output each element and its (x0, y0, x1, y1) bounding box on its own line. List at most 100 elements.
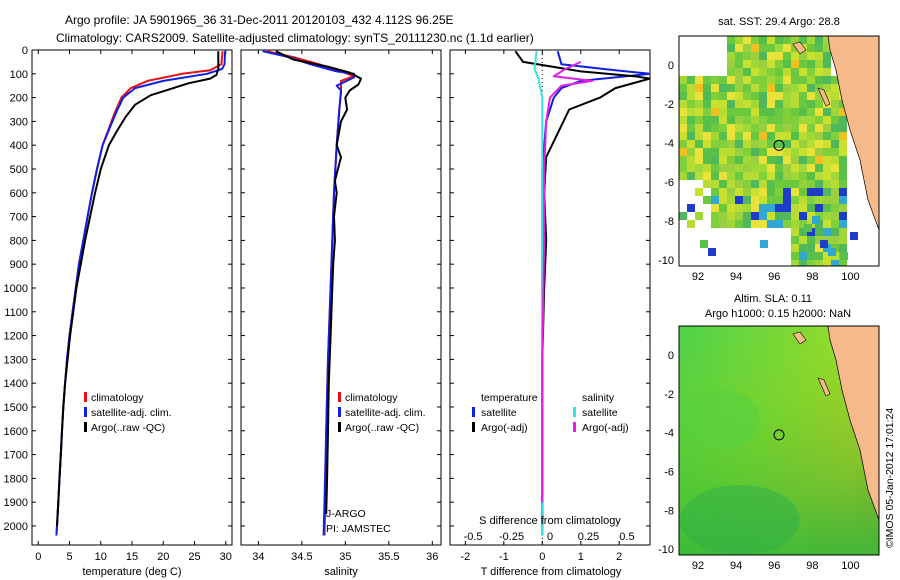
map-y-tick-label: -10 (658, 255, 674, 267)
sst-cell (743, 60, 751, 68)
sst-cell (823, 52, 831, 60)
sst-cell (735, 180, 743, 188)
sst-cell (759, 36, 767, 44)
y-tick-label: 200 (10, 93, 28, 105)
sst-cell (759, 172, 767, 180)
sst-cell (807, 252, 815, 260)
temperature-xlabel: temperature (deg C) (82, 566, 181, 578)
sst-cell (791, 68, 799, 76)
sst-cell (727, 148, 735, 156)
sst-cell (719, 220, 727, 228)
secondary-x-tick-label: -0.25 (499, 531, 524, 543)
sst-cell (711, 188, 719, 196)
sst-cell (687, 108, 695, 116)
sst-cell (727, 172, 735, 180)
y-tick-label: 1200 (4, 331, 28, 343)
x-tick-label: 35 (339, 551, 351, 563)
sst-cell (791, 76, 799, 84)
sst-cell (703, 148, 711, 156)
sst-cell (791, 100, 799, 108)
sst-cell (791, 132, 799, 140)
sst-cell (719, 76, 727, 84)
sst-cell (735, 124, 743, 132)
sst-cell (719, 124, 727, 132)
sst-cell (687, 100, 695, 108)
sst-cell (783, 180, 791, 188)
sst-cell (687, 92, 695, 100)
salinity-xlabel: salinity (324, 566, 358, 578)
sst-cell (783, 212, 791, 220)
sst-cell (719, 108, 727, 116)
sst-cell (751, 116, 759, 124)
sst-cell (783, 84, 791, 92)
sla-map-title: Altim. SLA: 0.11 (734, 293, 812, 305)
series-line-temperature-argo-adj- (514, 50, 650, 526)
sst-cell (767, 164, 775, 172)
sst-cell (735, 132, 743, 140)
sst-cell (759, 188, 767, 196)
sst-cell (815, 92, 823, 100)
sst-cell (807, 204, 815, 212)
sst-cell (839, 188, 847, 196)
sst-cell (759, 148, 767, 156)
sst-cell (823, 132, 831, 140)
sst-cell (703, 108, 711, 116)
sst-cell (767, 212, 775, 220)
sst-cell (703, 172, 711, 180)
sst-cell (751, 52, 759, 60)
map-x-tick-label: 98 (806, 271, 818, 283)
sst-cell (799, 124, 807, 132)
sst-cell (727, 36, 735, 44)
sst-cell (751, 108, 759, 116)
sst-cell (831, 188, 839, 196)
sst-cell (799, 140, 807, 148)
sst-cell (743, 68, 751, 76)
sst-cell (791, 84, 799, 92)
sst-cell (735, 92, 743, 100)
sst-cell (799, 84, 807, 92)
sst-cell (783, 164, 791, 172)
sst-cell (719, 148, 727, 156)
x-tick-label: 30 (220, 551, 232, 563)
sst-cell (791, 108, 799, 116)
legend-swatch-satellite (338, 407, 341, 417)
sst-cell (807, 76, 815, 84)
sst-cell (807, 44, 815, 52)
sst-cell (791, 188, 799, 196)
figure-title-line1: Argo profile: JA 5901965_36 31-Dec-2011 … (65, 13, 454, 27)
sst-cell (775, 116, 783, 124)
series-line-climatology (55, 51, 224, 536)
sst-cell (850, 232, 858, 240)
sst-cell (743, 148, 751, 156)
sst-cell (831, 100, 839, 108)
sst-cell (695, 108, 703, 116)
sst-cell (759, 84, 767, 92)
sst-cell (727, 76, 735, 84)
y-tick-label: 600 (10, 188, 28, 200)
map-y-tick-label: -4 (664, 428, 674, 440)
sst-cell (823, 204, 831, 212)
sst-cell (831, 180, 839, 188)
sst-cell (719, 180, 727, 188)
sst-cell (775, 220, 783, 228)
x-tick-label: 0 (539, 551, 545, 563)
sst-cell (695, 132, 703, 140)
sst-cell (831, 220, 839, 228)
map-y-tick-label: 0 (668, 60, 674, 72)
sst-cell (799, 156, 807, 164)
sst-cell (839, 180, 847, 188)
y-tick-label: 2000 (4, 521, 28, 533)
secondary-x-tick-label: -0.5 (464, 531, 483, 543)
sst-cell (727, 204, 735, 212)
sst-cell (711, 180, 719, 188)
sst-cell (815, 156, 823, 164)
sst-cell (815, 116, 823, 124)
sst-cell (695, 124, 703, 132)
sst-cell (767, 140, 775, 148)
sst-cell (783, 204, 791, 212)
sla-argo-position-marker (773, 429, 785, 441)
sst-cell (711, 132, 719, 140)
sst-cell (823, 148, 831, 156)
sst-cell (703, 116, 711, 124)
sst-cell (767, 92, 775, 100)
